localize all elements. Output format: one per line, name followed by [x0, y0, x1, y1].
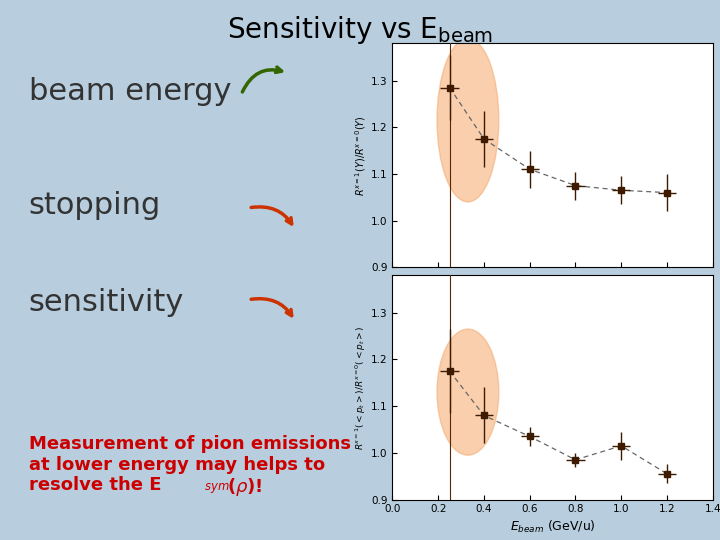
Text: stopping: stopping [29, 191, 161, 220]
Ellipse shape [437, 329, 499, 455]
Text: Measurement of pion emissions
at lower energy may helps to
resolve the E: Measurement of pion emissions at lower e… [29, 435, 351, 494]
Y-axis label: $R^{x=1}$($<p_t>$)/$R^{x=0}$($<p_t>$): $R^{x=1}$($<p_t>$)/$R^{x=0}$($<p_t>$) [354, 325, 368, 450]
Text: sensitivity: sensitivity [29, 288, 184, 317]
Text: ($\rho$)!: ($\rho$)! [227, 476, 262, 498]
Text: Sensitivity vs E$_{\rm beam}$: Sensitivity vs E$_{\rm beam}$ [227, 14, 493, 45]
Ellipse shape [437, 38, 499, 202]
Y-axis label: $R^{x=1}(Y)/R^{x=0}(Y)$: $R^{x=1}(Y)/R^{x=0}(Y)$ [354, 115, 368, 195]
Text: $_{sym}$: $_{sym}$ [204, 478, 230, 496]
Text: beam energy: beam energy [29, 77, 231, 106]
X-axis label: $E_{beam}$ (GeV/u): $E_{beam}$ (GeV/u) [510, 518, 595, 535]
